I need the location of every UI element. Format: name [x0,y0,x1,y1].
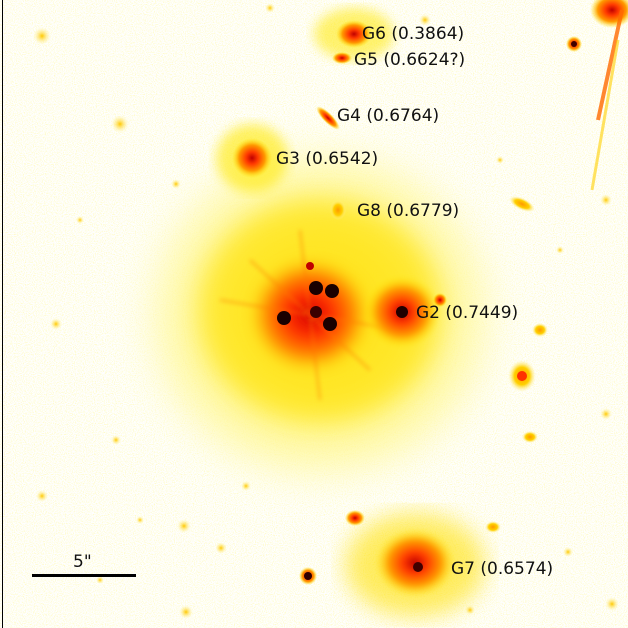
label-g3: G3 (0.6542) [276,149,379,169]
label-g7: G7 (0.6574) [451,559,554,579]
label-g2: G2 (0.7449) [416,303,519,323]
label-g6: G6 (0.3864) [362,24,465,44]
image-left-border [2,0,3,628]
scale-bar-label: 5" [73,552,92,572]
scale-bar [32,574,136,577]
quasar-images [277,262,339,331]
label-g4: G4 (0.6764) [337,106,440,126]
label-g8: G8 (0.6779) [357,201,460,221]
label-g5: G5 (0.6624?) [354,50,466,70]
